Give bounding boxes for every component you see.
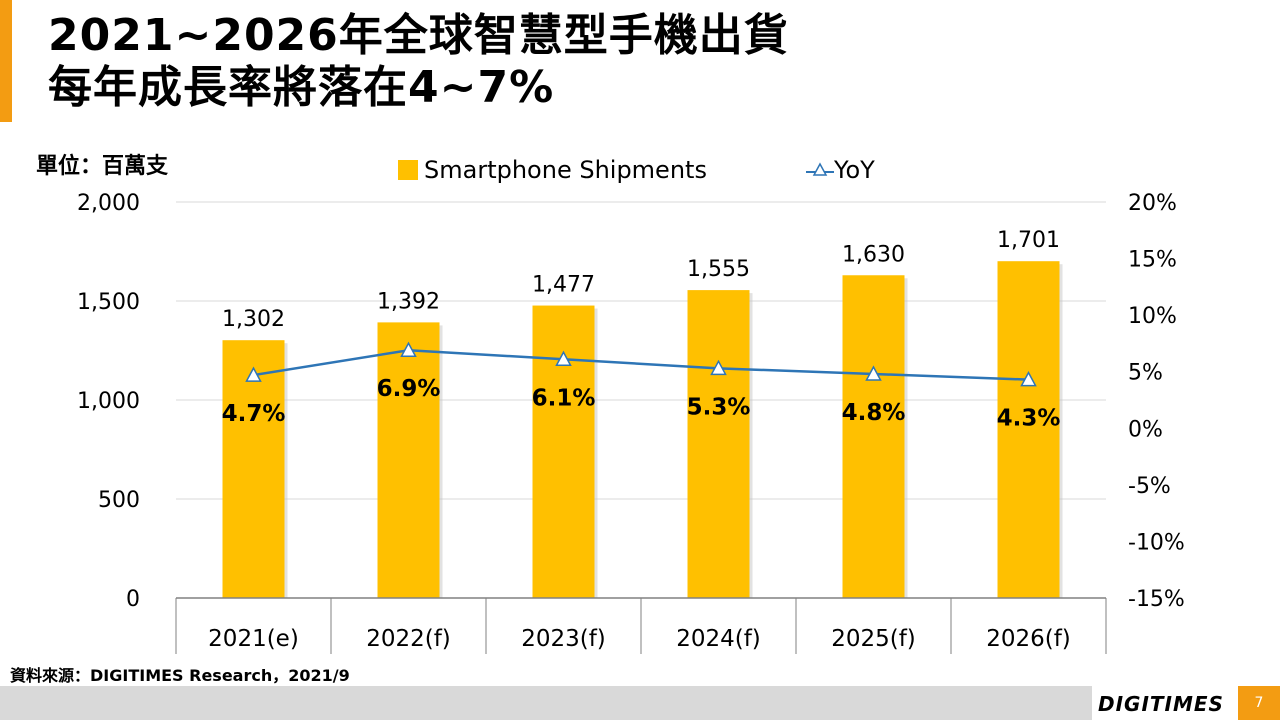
bar	[687, 290, 750, 598]
y-left-tick-label: 1,500	[77, 290, 140, 315]
yoy-point-marker	[1020, 371, 1037, 387]
x-tick-label: 2023(f)	[521, 626, 606, 652]
bar	[377, 322, 440, 598]
y-right-tick-label: -5%	[1128, 474, 1171, 499]
y-right-tick-label: -15%	[1128, 587, 1185, 612]
bar	[532, 305, 595, 598]
yoy-value-label: 4.8%	[842, 400, 906, 426]
legend-bar-swatch	[398, 160, 418, 180]
x-tick-label: 2022(f)	[366, 626, 451, 652]
accent-bar	[0, 0, 12, 122]
yoy-value-label: 4.3%	[997, 406, 1061, 432]
bar	[842, 275, 905, 598]
y-right-tick-label: 20%	[1128, 191, 1177, 216]
x-tick-label: 2025(f)	[831, 626, 916, 652]
unit-label: 單位：百萬支	[36, 154, 169, 179]
bar-value-label: 1,555	[687, 257, 750, 282]
bar-value-label: 1,701	[997, 228, 1060, 253]
legend-shipments: Smartphone Shipments	[398, 156, 707, 184]
yoy-point-marker	[245, 366, 262, 382]
yoy-value-label: 5.3%	[687, 394, 751, 420]
bar-value-label: 1,630	[842, 242, 905, 267]
legend-line-marker-icon	[806, 162, 834, 176]
yoy-point-marker	[865, 365, 882, 381]
yoy-point-marker	[710, 359, 727, 376]
title-line-1: 2021~2026年全球智慧型手機出貨	[48, 10, 789, 61]
y-left-tick-label: 0	[126, 587, 140, 612]
x-tick-label: 2024(f)	[676, 626, 761, 652]
yoy-line	[253, 348, 1029, 381]
legend-shipments-label: Smartphone Shipments	[424, 156, 707, 184]
y-right-tick-label: 5%	[1128, 361, 1163, 386]
yoy-value-label: 6.9%	[377, 376, 441, 402]
bar	[222, 340, 285, 598]
y-left-tick-label: 500	[98, 488, 140, 513]
page-number: 7	[1238, 686, 1280, 720]
bar	[997, 261, 1060, 598]
y-right-tick-label: -10%	[1128, 530, 1185, 555]
bar-value-label: 1,477	[532, 273, 595, 298]
yoy-point-marker	[555, 350, 572, 367]
slide-title: 2021~2026年全球智慧型手機出貨 每年成長率將落在4~7%	[48, 10, 789, 114]
x-tick-label: 2021(e)	[208, 626, 299, 652]
bar-value-label: 1,392	[377, 289, 440, 314]
yoy-point-marker	[400, 341, 417, 357]
yoy-value-label: 4.7%	[222, 401, 286, 427]
legend-yoy-label: YoY	[834, 156, 875, 184]
y-left-tick-label: 1,000	[77, 389, 140, 414]
x-tick-label: 2026(f)	[986, 626, 1071, 652]
title-line-2: 每年成長率將落在4~7%	[48, 62, 555, 113]
yoy-value-label: 6.1%	[532, 385, 596, 411]
footer-band	[0, 686, 1092, 720]
legend-yoy: YoY	[806, 156, 875, 184]
source-note: 資料來源：DIGITIMES Research，2021/9	[10, 666, 350, 685]
y-right-tick-label: 15%	[1128, 248, 1177, 273]
y-right-tick-label: 10%	[1128, 304, 1177, 329]
y-right-tick-label: 0%	[1128, 417, 1163, 442]
bar-value-label: 1,302	[222, 307, 285, 332]
digitimes-logo: DIGITIMES	[1098, 692, 1224, 716]
y-left-tick-label: 2,000	[77, 191, 140, 216]
